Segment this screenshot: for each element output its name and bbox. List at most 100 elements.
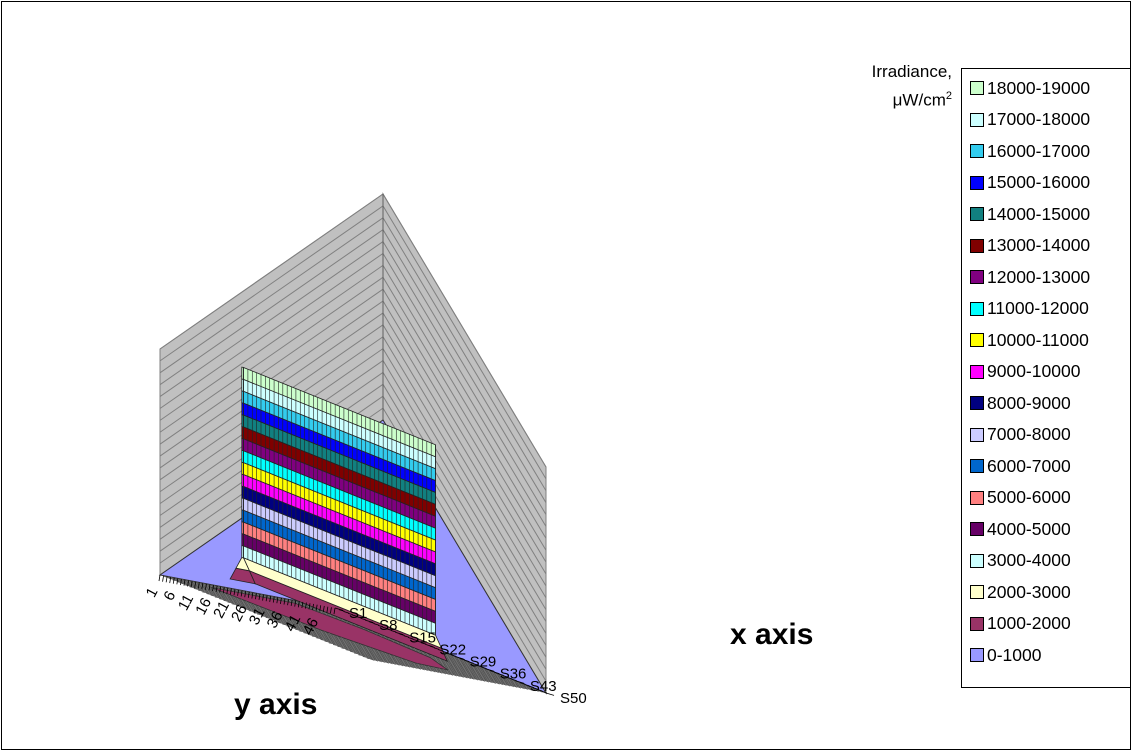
y-tick-mark — [194, 581, 197, 588]
legend-label: 15000-16000 — [987, 172, 1091, 192]
y-tick-mark — [265, 595, 268, 602]
legend-item: 16000-17000 — [970, 140, 1090, 162]
x-tick-mark — [468, 661, 474, 664]
x-tick-mark — [412, 638, 418, 642]
legend-item: 10000-11000 — [970, 329, 1089, 351]
units-label-exponent: 2 — [945, 90, 952, 102]
x-tick-mark — [511, 678, 517, 682]
legend-item: 17000-18000 — [970, 109, 1090, 131]
x-tick-mark — [476, 664, 483, 668]
back-wall-gridline — [382, 241, 547, 515]
legend-label: 16000-17000 — [987, 140, 1091, 161]
legend-swatch — [970, 459, 984, 473]
units-label-unit: μW/cm — [892, 90, 946, 110]
back-wall-gridline — [382, 360, 547, 634]
x-tick-mark — [425, 644, 434, 648]
back-wall-gridline — [382, 288, 547, 563]
legend-swatch — [970, 144, 984, 158]
x-tick-mark — [360, 618, 366, 621]
legend-label: 6000-7000 — [987, 455, 1071, 476]
y-tick-mark — [233, 589, 236, 596]
y-tick-mark — [169, 576, 172, 584]
y-tick-mark — [222, 587, 225, 594]
y-tick-mark — [326, 606, 329, 613]
y-tick-mark — [251, 592, 254, 599]
x-tick-mark — [459, 657, 465, 661]
x-tick-mark — [339, 609, 345, 612]
y-tick-mark — [276, 597, 279, 604]
left-wall-gridline — [159, 241, 384, 397]
left-wall-gridline — [159, 276, 384, 433]
y-tick-mark — [258, 593, 261, 600]
irradiance-surface — [229, 366, 448, 662]
legend-label: 1000-2000 — [987, 613, 1071, 633]
legend-swatch — [970, 585, 984, 599]
x-tick-mark — [485, 668, 494, 672]
legend-label: 8000-9000 — [987, 392, 1071, 413]
back-wall-gridline — [382, 336, 547, 610]
legend-item: 6000-7000 — [970, 455, 1071, 477]
y-tick-mark — [305, 602, 307, 609]
x-tick-mark — [515, 680, 524, 684]
y-tick-mark — [319, 605, 322, 612]
x-tick-mark — [446, 652, 453, 655]
left-wall-gridline — [159, 264, 384, 421]
y-tick-mark — [297, 601, 300, 608]
y-tick-mark — [190, 580, 193, 588]
x-tick-mark — [502, 675, 509, 678]
legend-swatch — [970, 175, 984, 190]
back-wall-gridline — [382, 253, 547, 527]
left-wall-gridline — [159, 193, 384, 350]
y-tick-label: 41 — [282, 612, 305, 635]
y-tick-mark — [212, 585, 214, 592]
y-tick-mark — [180, 578, 182, 586]
legend-item: 8000-9000 — [970, 392, 1071, 414]
x-tick-mark — [498, 673, 504, 676]
legend-swatch — [970, 301, 984, 316]
y-tick-mark — [294, 600, 297, 607]
legend: 18000-19000 17000-18000 16000-17000 15000-1… — [961, 68, 1131, 688]
legend-swatch — [970, 207, 984, 221]
x-tick-mark — [481, 666, 487, 669]
y-tick-mark — [283, 598, 286, 605]
x-tick-mark — [524, 683, 530, 687]
legend-item: 2000-3000 — [970, 581, 1071, 603]
legend-item: 14000-15000 — [970, 203, 1090, 225]
x-tick-mark — [472, 663, 478, 666]
y-tick-mark — [205, 583, 207, 590]
x-tick-label: S15 — [409, 629, 436, 646]
legend-item: 12000-13000 — [970, 266, 1090, 288]
x-tick-mark — [520, 682, 526, 685]
floor-mesh-line — [362, 656, 538, 690]
y-tick-mark — [269, 595, 272, 602]
chart-walls — [159, 192, 547, 695]
x-tick-label: S50 — [560, 690, 587, 707]
y-tick-mark — [215, 585, 218, 592]
floor-band-1000-2000 — [211, 587, 449, 671]
legend-swatch — [970, 112, 984, 127]
legend-item: 7000-8000 — [970, 424, 1071, 446]
legend-item: 3000-4000 — [970, 550, 1071, 572]
x-tick-mark — [541, 690, 547, 694]
legend-swatch — [970, 333, 984, 347]
x-tick-mark — [528, 685, 534, 688]
y-tick-mark — [187, 580, 189, 587]
x-tick-label: S1 — [349, 605, 367, 622]
legend-label: 7000-8000 — [987, 424, 1071, 444]
y-tick-mark — [330, 607, 332, 614]
x-tick-mark — [421, 642, 427, 645]
x-tick-mark — [433, 647, 440, 650]
y-tick-mark — [237, 589, 239, 596]
x-tick-mark — [532, 687, 539, 690]
back-wall-gridline — [382, 265, 547, 539]
y-tick-mark — [312, 603, 314, 611]
x-tick-mark — [403, 635, 410, 638]
back-wall-gridline — [382, 300, 547, 575]
legend-item: 9000-10000 — [970, 361, 1080, 383]
y-tick-label: 1 — [143, 585, 162, 600]
x-tick-mark — [365, 619, 374, 623]
x-tick-mark — [399, 633, 405, 636]
y-tick-mark — [226, 587, 229, 594]
